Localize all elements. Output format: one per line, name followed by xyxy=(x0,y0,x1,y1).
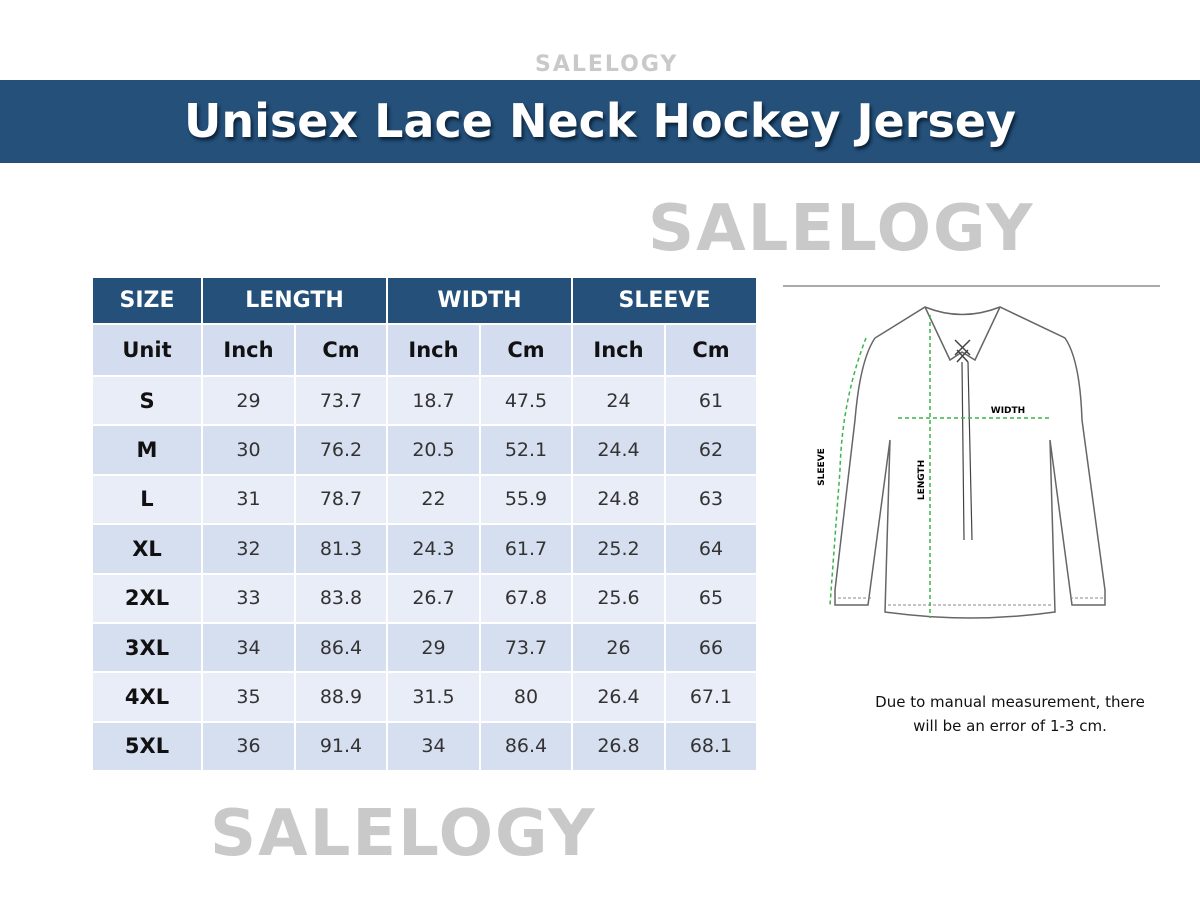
note-line: will be an error of 1-3 cm. xyxy=(913,717,1107,735)
sleeve-line xyxy=(829,337,867,606)
value-cell: 86.4 xyxy=(296,623,386,672)
watermark: SALELOGY xyxy=(648,192,1035,266)
hems xyxy=(838,597,1103,606)
value-cell: 47.5 xyxy=(481,377,571,425)
value-cell: 24.4 xyxy=(573,426,664,474)
value-cell: 61 xyxy=(666,377,756,425)
group-header: SLEEVE xyxy=(573,278,756,323)
value-cell: 30 xyxy=(203,426,294,474)
value-cell: 67.8 xyxy=(481,574,571,622)
value-cell: 86.4 xyxy=(481,722,571,770)
title: Unisex Lace Neck Hockey Jersey xyxy=(183,94,1017,148)
title-banner xyxy=(0,80,1200,163)
size-cell: XL xyxy=(93,525,201,573)
unit-cell: Cm xyxy=(296,325,386,375)
value-cell: 26 xyxy=(573,623,664,672)
value-cell: 83.8 xyxy=(296,574,386,622)
size-cell: S xyxy=(93,377,201,425)
value-cell: 24.3 xyxy=(388,525,479,573)
value-cell: 81.3 xyxy=(296,525,386,573)
value-cell: 22 xyxy=(388,475,479,524)
size-cell: 4XL xyxy=(93,673,201,721)
value-cell: 61.7 xyxy=(481,525,571,573)
value-cell: 66 xyxy=(666,623,756,672)
value-cell: 52.1 xyxy=(481,426,571,474)
value-cell: 32 xyxy=(203,525,294,573)
unit-cell: Cm xyxy=(666,325,756,375)
value-cell: 64 xyxy=(666,525,756,573)
value-cell: 88.9 xyxy=(296,673,386,721)
size-cell: L xyxy=(93,475,201,524)
value-cell: 67.1 xyxy=(666,673,756,721)
value-cell: 35 xyxy=(203,673,294,721)
jersey-outline xyxy=(834,306,1106,619)
value-cell: 80 xyxy=(481,673,571,721)
value-cell: 76.2 xyxy=(296,426,386,474)
size-cell: 5XL xyxy=(93,722,201,770)
value-cell: 26.4 xyxy=(573,673,664,721)
unit-cell: Cm xyxy=(481,325,571,375)
value-cell: 26.7 xyxy=(388,574,479,622)
size-cell: 2XL xyxy=(93,574,201,622)
sleeve-label: SLEEVE xyxy=(817,448,827,486)
group-header: WIDTH xyxy=(388,278,571,323)
value-cell: 78.7 xyxy=(296,475,386,524)
value-cell: 91.4 xyxy=(296,722,386,770)
value-cell: 24.8 xyxy=(573,475,664,524)
unit-cell: Inch xyxy=(388,325,479,375)
note-line: Due to manual measurement, there xyxy=(875,693,1145,711)
watermark: SALELOGY xyxy=(210,797,597,871)
value-cell: 34 xyxy=(388,722,479,770)
length-label: LENGTH xyxy=(917,460,927,500)
value-cell: 63 xyxy=(666,475,756,524)
value-cell: 31.5 xyxy=(388,673,479,721)
size-cell: M xyxy=(93,426,201,474)
width-label: WIDTH xyxy=(991,406,1025,416)
value-cell: 65 xyxy=(666,574,756,622)
watermark: SALELOGY xyxy=(535,52,679,77)
value-cell: 31 xyxy=(203,475,294,524)
value-cell: 25.2 xyxy=(573,525,664,573)
value-cell: 29 xyxy=(388,623,479,672)
value-cell: 36 xyxy=(203,722,294,770)
value-cell: 26.8 xyxy=(573,722,664,770)
value-cell: 34 xyxy=(203,623,294,672)
unit-cell: Inch xyxy=(203,325,294,375)
value-cell: 24 xyxy=(573,377,664,425)
size-cell: 3XL xyxy=(93,623,201,672)
value-cell: 33 xyxy=(203,574,294,622)
unit-cell: Unit xyxy=(93,325,201,375)
value-cell: 68.1 xyxy=(666,722,756,770)
group-header: LENGTH xyxy=(203,278,386,323)
value-cell: 29 xyxy=(203,377,294,425)
unit-cell: Inch xyxy=(573,325,664,375)
value-cell: 62 xyxy=(666,426,756,474)
laces xyxy=(954,339,971,363)
collar xyxy=(924,306,1001,362)
value-cell: 25.6 xyxy=(573,574,664,622)
lace-strings xyxy=(961,361,973,541)
value-cell: 55.9 xyxy=(481,475,571,524)
value-cell: 18.7 xyxy=(388,377,479,425)
value-cell: 73.7 xyxy=(296,377,386,425)
group-header: SIZE xyxy=(93,278,201,323)
value-cell: 73.7 xyxy=(481,623,571,672)
value-cell: 20.5 xyxy=(388,426,479,474)
